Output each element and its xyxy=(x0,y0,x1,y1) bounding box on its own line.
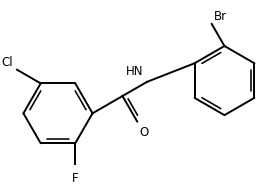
Text: Cl: Cl xyxy=(2,56,13,69)
Text: O: O xyxy=(139,126,148,139)
Text: Br: Br xyxy=(214,10,227,23)
Text: HN: HN xyxy=(126,65,143,78)
Text: F: F xyxy=(72,172,79,185)
